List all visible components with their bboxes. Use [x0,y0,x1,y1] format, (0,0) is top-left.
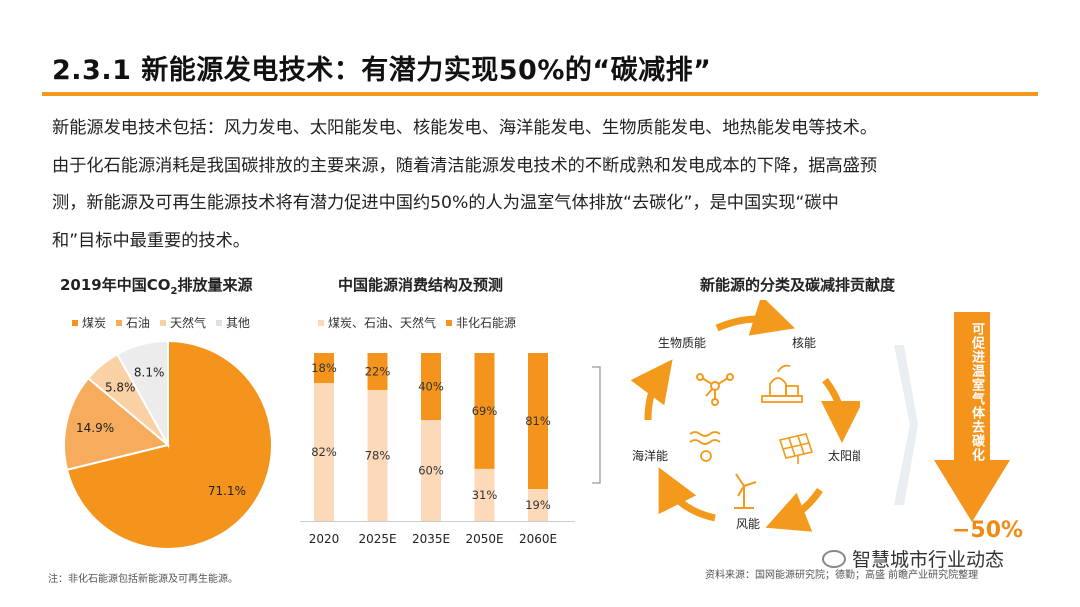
legend-item-nonfossil: 非化石能源 [446,314,516,331]
bar-fossil-2025E [367,389,388,521]
bar-nonfossil-2025E [367,353,388,390]
bar-label-nonfossil: 18% [311,361,337,375]
intro-line: 由于化石能源消耗是我国碳排放的主要来源，随着清洁能源发电技术的不断成熟和发电成本… [52,155,878,176]
legend-item-gas: 天然气 [160,314,206,331]
bar-category-label: 2050E [465,532,503,546]
bar-chart-title: 中国能源消费结构及预测 [338,276,504,294]
legend-item-other: 其他 [216,314,250,331]
pie-chart-title: 2019年中国CO2排放量来源 [60,276,253,297]
cycle-arrow [630,359,673,421]
bracket-divider [592,366,601,484]
bar-legend: 煤炭、石油、天然气 非化石能源 [318,314,516,331]
legend-item-fossil: 煤炭、石油、天然气 [318,314,436,331]
node-ocean: 海洋能 [632,448,668,463]
node-nuclear: 核能 [792,336,816,350]
stacked-bar-chart: 18% 82% 2020 22% 78% 2025E 40% 60% 2035E 69% 31% 20… [300,353,575,546]
intro-paragraph: 新能源发电技术包括：风力发电、太阳能发电、核能发电、海洋能发电、生物质能发电、地… [52,110,1042,260]
bar-nonfossil-2035E [421,353,441,421]
bar-label-fossil: 78% [365,448,391,462]
pie-slice-其他 [115,339,169,449]
chevron-decoration [894,345,918,505]
source-note: 资料来源：国网能源研究院；德勤；高盛 前瞻产业研究院整理 [705,570,979,581]
cycle-arrow [820,377,860,443]
wechat-logo-icon [822,549,846,568]
legend-swatch [216,319,223,326]
intro-line: 新能源发电技术包括：风力发电、太阳能发电、核能发电、海洋能发电、生物质能发电、地… [52,118,878,138]
pie-label: 71.1% [208,484,246,498]
bar-category-label: 2035E [412,532,450,546]
bar-label-nonfossil: 69% [472,404,498,418]
bar-label-nonfossil: 22% [365,364,391,378]
bar-fossil-2060E [528,489,548,521]
node-solar: 太阳能 [828,448,860,463]
bar-label-nonfossil: 81% [525,414,551,428]
pie-label: 14.9% [76,421,114,435]
legend-swatch [72,319,78,326]
solar-panel-icon [778,433,814,464]
bar-label-nonfossil: 40% [418,380,444,394]
legend-swatch [116,319,123,326]
watermark: 智慧城市行业动态 [822,545,1004,572]
cycle-arrow [715,300,796,336]
diagram-title: 新能源的分类及碳减排贡献度 [700,276,896,294]
legend-swatch [160,319,167,326]
pie-label: 8.1% [134,366,165,380]
decarbonize-label: 可促进温室气体去碳化 [969,322,984,462]
bar-label-fossil: 31% [472,488,498,502]
bar-category-label: 2060E [519,532,557,546]
energy-cycle-diagram: 生物质能 核能 太阳能 风能 海洋能 [630,300,860,532]
node-wind: 风能 [736,517,760,531]
pie-chart: 71.1% 14.9% 5.8%8.1% [63,339,273,550]
decarbonize-value: −50% [952,518,1024,543]
ocean-wave-icon [689,431,721,462]
bar-category-label: 2025E [358,532,396,546]
bar-label-fossil: 82% [311,445,337,459]
bar-nonfossil-2020 [314,353,334,384]
bar-label-fossil: 19% [525,498,551,512]
footnote: 注：非化石能源包括新能源及可再生能源。 [48,574,238,585]
pie-slice-石油 [63,376,171,471]
bar-label-fossil: 60% [418,464,444,478]
pie-label: 5.8% [105,380,136,394]
legend-swatch [318,319,324,326]
bar-fossil-2035E [421,420,441,521]
decarbonize-arrow-icon [934,312,1010,522]
bar-fossil-2020 [314,383,334,521]
bar-category-label: 2020 [309,532,340,546]
legend-swatch [446,319,453,326]
pie-legend: 煤炭 石油 天然气 其他 [72,314,250,331]
intro-line: 测，新能源及可再生能源技术将有潜力促进中国约50%的人为温室气体排放“去碳化”，… [52,193,839,213]
legend-item-coal: 煤炭 [72,314,106,331]
title-divider [42,92,1038,96]
bar-nonfossil-2050E [474,353,495,469]
cycle-arrow [658,467,716,522]
cycle-arrow [765,487,823,532]
biomass-molecule-icon [696,373,734,406]
legend-item-oil: 石油 [116,314,150,331]
page-title: 2.3.1 新能源发电技术：有潜力实现50%的“碳减排” [52,55,712,86]
wind-turbine-icon [734,473,757,509]
node-biomass: 生物质能 [658,336,706,350]
nuclear-plant-icon [761,364,803,403]
intro-line: 和”目标中最重要的技术。 [52,230,250,251]
bar-fossil-2050E [474,468,495,521]
bar-nonfossil-2060E [528,353,548,490]
